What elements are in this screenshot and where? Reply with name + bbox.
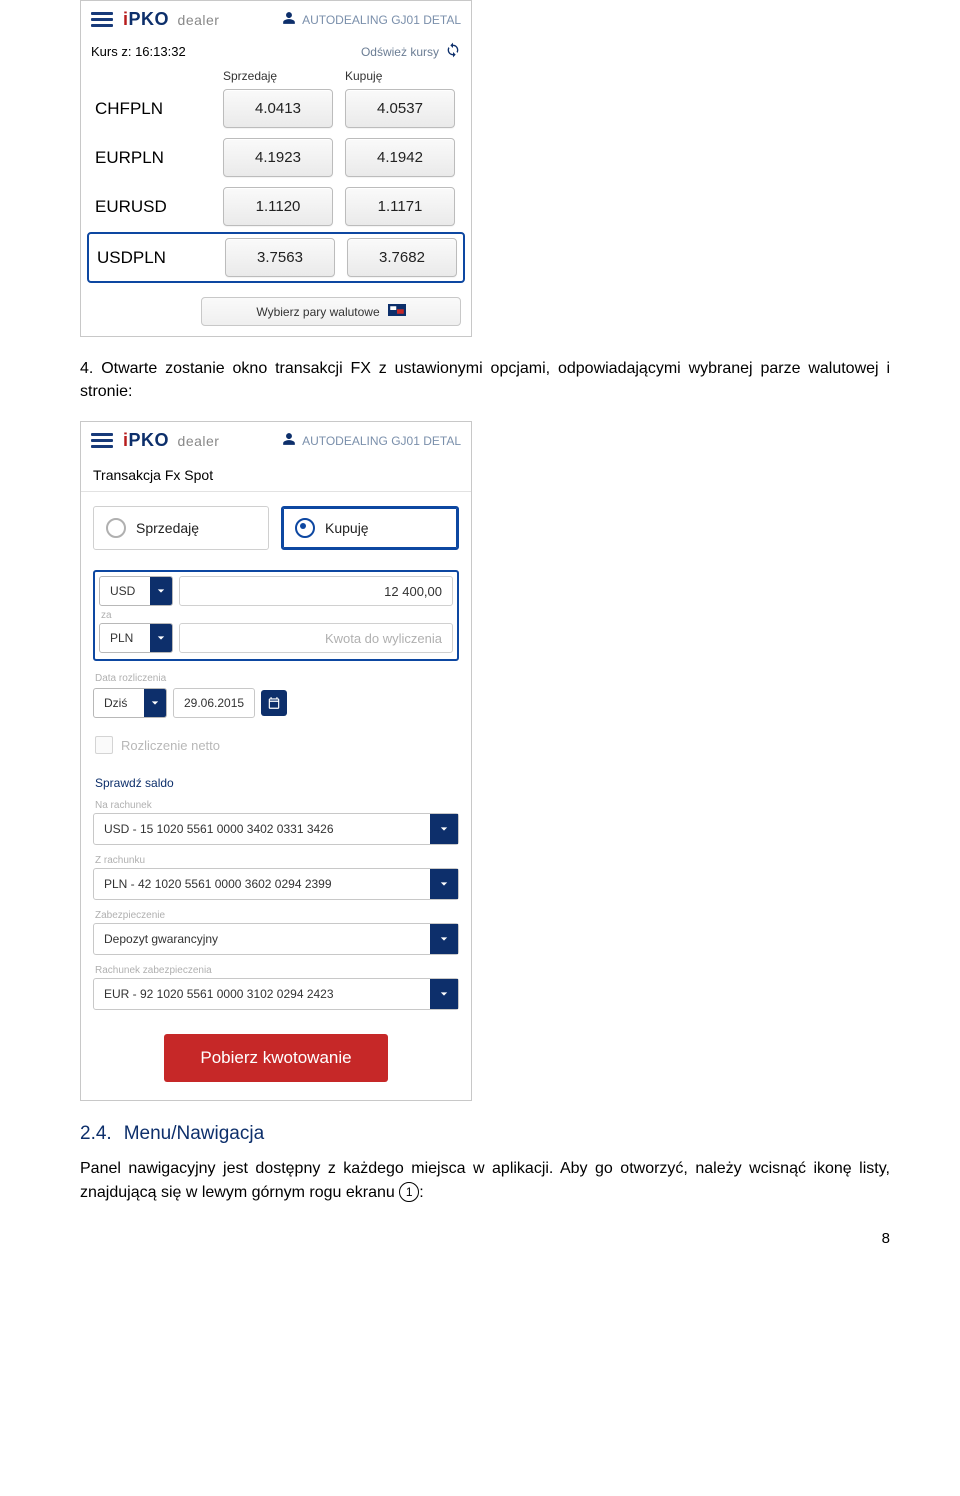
chevron-down-icon <box>430 869 458 899</box>
date-caption: Data rozliczenia <box>81 673 471 688</box>
buy-rate-button[interactable]: 4.1942 <box>345 138 455 177</box>
buy-rate-button[interactable]: 1.1171 <box>345 187 455 226</box>
from-account-caption: Z rachunku <box>95 855 459 866</box>
amount-group: USD 12 400,00 za PLN Kwota do wyliczenia <box>93 570 459 661</box>
date-row: Dziś 29.06.2015 <box>81 688 471 726</box>
hamburger-icon[interactable] <box>91 12 113 28</box>
circled-one-icon: 1 <box>399 1182 419 1202</box>
sell-rate-button[interactable]: 1.1120 <box>223 187 333 226</box>
rates-row: USDPLN 3.7563 3.7682 <box>87 232 465 283</box>
chevron-down-icon <box>150 624 172 652</box>
amount2-input[interactable]: Kwota do wyliczenia <box>179 623 453 653</box>
get-quote-button[interactable]: Pobierz kwotowanie <box>164 1034 387 1082</box>
page-number: 8 <box>80 1230 890 1247</box>
collateral-select[interactable]: Depozyt gwarancyjny <box>93 923 459 955</box>
rates-screenshot: iPKO dealer AUTODEALING GJ01 DETAL Kurs … <box>80 0 472 337</box>
buy-rate-button[interactable]: 4.0537 <box>345 89 455 128</box>
form-title: Transakcja Fx Spot <box>81 457 471 492</box>
radio-buy[interactable]: Kupuję <box>281 506 459 550</box>
ccy1-dropdown[interactable]: USD <box>99 576 173 606</box>
nav-paragraph: Panel nawigacyjny jest dostępny z każdeg… <box>80 1157 890 1203</box>
col-buy-label: Kupuję <box>345 69 455 83</box>
buy-rate-button[interactable]: 3.7682 <box>347 238 457 277</box>
collateral-account-select[interactable]: EUR - 92 1020 5561 0000 3102 0294 2423 <box>93 978 459 1010</box>
user-icon <box>282 11 296 28</box>
app-header-2: iPKO dealer AUTODEALING GJ01 DETAL <box>81 422 471 457</box>
app-logo: iPKO dealer <box>123 9 219 30</box>
rates-row: EURPLN 4.1923 4.1942 <box>91 138 461 177</box>
net-settlement-checkbox[interactable]: Rozliczenie netto <box>81 726 471 770</box>
chevron-down-icon <box>144 689 166 717</box>
flags-icon <box>388 304 406 319</box>
refresh-rates-button[interactable]: Odśwież kursy <box>361 42 461 61</box>
checkbox-icon <box>95 736 113 754</box>
chevron-down-icon <box>150 577 172 605</box>
sell-rate-button[interactable]: 3.7563 <box>225 238 335 277</box>
refresh-icon <box>445 42 461 61</box>
from-account-select[interactable]: PLN - 42 1020 5561 0000 3602 0294 2399 <box>93 868 459 900</box>
sell-rate-button[interactable]: 4.0413 <box>223 89 333 128</box>
pair-label: CHFPLN <box>91 93 211 125</box>
user-block[interactable]: AUTODEALING GJ01 DETAL <box>282 11 461 28</box>
rates-row: EURUSD 1.1120 1.1171 <box>91 187 461 226</box>
collateral-account-caption: Rachunek zabezpieczenia <box>95 965 459 976</box>
chevron-down-icon <box>430 924 458 954</box>
rates-timestamp: Kurs z: 16:13:32 <box>91 44 186 59</box>
chevron-down-icon <box>430 979 458 1009</box>
user-name: AUTODEALING GJ01 DETAL <box>302 13 461 27</box>
pair-label: USDPLN <box>93 242 213 274</box>
date-value-input[interactable]: 29.06.2015 <box>173 688 255 718</box>
doc-step4-text: 4. Otwarte zostanie okno transakcji FX z… <box>80 357 890 403</box>
rates-header-row: Sprzedaję Kupuję <box>91 65 461 89</box>
radio-sell[interactable]: Sprzedaję <box>93 506 269 550</box>
pair-label: EURUSD <box>91 191 211 223</box>
radio-dot-icon <box>106 518 126 538</box>
rates-row: CHFPLN 4.0413 4.0537 <box>91 89 461 128</box>
chevron-down-icon <box>430 814 458 844</box>
side-radio-group: Sprzedaję Kupuję <box>81 492 471 564</box>
pair-label: EURPLN <box>91 142 211 174</box>
sell-rate-button[interactable]: 4.1923 <box>223 138 333 177</box>
app-logo: iPKO dealer <box>123 430 219 451</box>
app-header: iPKO dealer AUTODEALING GJ01 DETAL <box>81 1 471 36</box>
col-sell-label: Sprzedaję <box>223 69 333 83</box>
select-pairs-button[interactable]: Wybierz pary walutowe <box>201 297 461 326</box>
rates-topbar: Kurs z: 16:13:32 Odśwież kursy <box>81 36 471 65</box>
check-balance-link[interactable]: Sprawdź saldo <box>81 770 471 798</box>
date-quick-dropdown[interactable]: Dziś <box>93 688 167 718</box>
rates-table: Sprzedaję Kupuję CHFPLN 4.0413 4.0537 EURPL… <box>81 65 471 289</box>
section-heading: 2.4.Menu/Nawigacja <box>80 1123 890 1145</box>
to-account-caption: Na rachunek <box>95 800 459 811</box>
calendar-icon[interactable] <box>261 690 287 716</box>
za-label: za <box>101 610 453 621</box>
collateral-caption: Zabezpieczenie <box>95 910 459 921</box>
to-account-select[interactable]: USD - 15 1020 5561 0000 3402 0331 3426 <box>93 813 459 845</box>
amount1-input[interactable]: 12 400,00 <box>179 576 453 606</box>
radio-dot-icon <box>295 518 315 538</box>
user-name: AUTODEALING GJ01 DETAL <box>302 434 461 448</box>
fx-form-screenshot: iPKO dealer AUTODEALING GJ01 DETAL Trans… <box>80 421 472 1101</box>
user-icon <box>282 432 296 449</box>
ccy2-dropdown[interactable]: PLN <box>99 623 173 653</box>
hamburger-icon[interactable] <box>91 433 113 449</box>
user-block[interactable]: AUTODEALING GJ01 DETAL <box>282 432 461 449</box>
